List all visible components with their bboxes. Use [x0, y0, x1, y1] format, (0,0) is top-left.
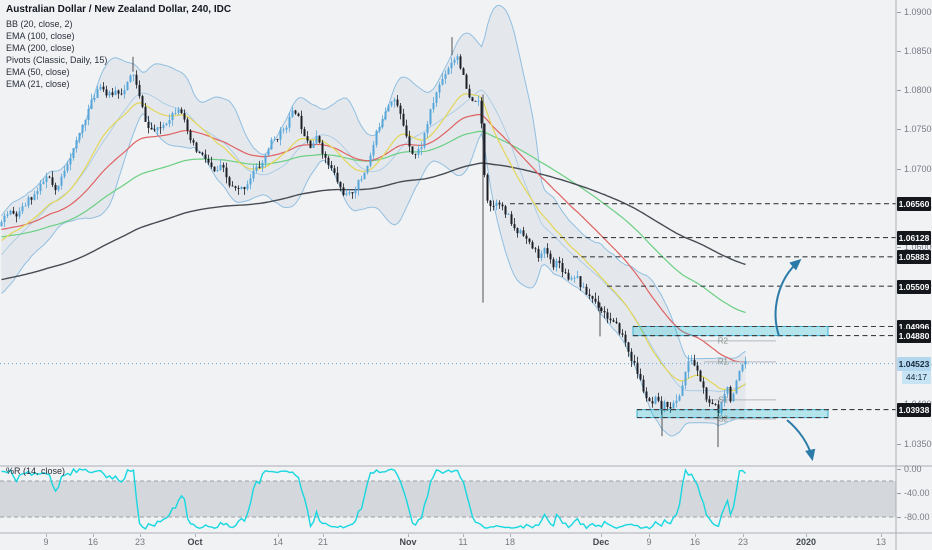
oscillator-tick-label: 0.00	[896, 464, 922, 474]
time-axis[interactable]: 9 16 23 Oct 14 21 Nov 11 18 Dec 9 16 23 2020 13	[0, 533, 932, 550]
time-tick	[195, 534, 196, 537]
time-tick	[881, 534, 882, 537]
price-tick-label: 1.07000	[896, 164, 932, 174]
time-tick	[140, 534, 141, 537]
price-level-label: 1.03938	[897, 403, 931, 418]
time-tick	[93, 534, 94, 537]
time-tick-label: 18	[504, 537, 515, 547]
price-tick-label: 1.08500	[896, 46, 932, 56]
supply-zone[interactable]	[632, 326, 829, 337]
down-arrow[interactable]	[786, 419, 816, 462]
price-tick-label: 1.06000	[896, 242, 932, 252]
time-tick-label: 13	[875, 537, 886, 547]
price-tick-label: 1.07500	[896, 124, 932, 134]
time-tick-label: 23	[737, 537, 748, 547]
time-tick-label: 9	[646, 537, 652, 547]
time-tick-label: 9	[43, 537, 49, 547]
pivot-label-S2: S2	[718, 414, 728, 423]
time-tick-label: 2020	[795, 537, 817, 547]
main-pane: R2 R1 S1 S2	[0, 4, 896, 462]
time-tick	[743, 534, 744, 537]
current-price-label: 1.04523	[897, 357, 931, 372]
time-tick-label: 21	[317, 537, 328, 547]
time-tick-label: Oct	[187, 537, 203, 547]
ema200-line	[1, 162, 746, 281]
time-tick-label: 23	[134, 537, 145, 547]
time-tick	[695, 534, 696, 537]
time-tick	[323, 534, 324, 537]
time-tick-label: Dec	[592, 537, 610, 547]
price-tick-label: 1.08000	[896, 85, 932, 95]
time-tick-label: 11	[458, 537, 468, 547]
time-tick-label: 14	[272, 537, 283, 547]
pivot-label-R1: R1	[718, 357, 729, 366]
time-tick	[649, 534, 650, 537]
bollinger-basis-line	[1, 89, 746, 393]
time-tick	[408, 534, 409, 537]
price-level-label: 1.06128	[897, 231, 931, 246]
price-level-label: 1.05509	[897, 279, 931, 294]
legend-indicator-ema21[interactable]: EMA (21, close)	[6, 79, 70, 89]
oscillator-band	[0, 481, 896, 517]
time-tick	[463, 534, 464, 537]
oscillator-legend[interactable]: %R (14, close)	[6, 466, 66, 476]
price-axis[interactable]: 1.09000 1.08500 1.08000 1.07500 1.07000 1.065…	[896, 0, 932, 533]
price-level-label: 1.04880	[897, 329, 931, 344]
oscillator-tick-label: -80.00	[896, 512, 930, 522]
legend-indicator-ema100[interactable]: EMA (100, close)	[6, 31, 75, 41]
bar-countdown: 44:17	[902, 370, 931, 384]
legend-indicator-pivots[interactable]: Pivots (Classic, Daily, 15)	[6, 55, 108, 65]
pivot-label-R2: R2	[718, 336, 729, 345]
price-tick-label: 1.09000	[896, 7, 932, 17]
pivot-label-S1: S1	[718, 395, 728, 404]
time-tick-label: 16	[87, 537, 98, 547]
oscillator-pane	[0, 467, 896, 530]
candles-layer	[0, 53, 747, 417]
up-arrow[interactable]	[774, 258, 802, 337]
bollinger-lower-line	[1, 113, 746, 437]
ema21-line	[1, 93, 746, 392]
legend-indicator-ema200[interactable]: EMA (200, close)	[6, 43, 75, 53]
time-tick-label: Nov	[399, 537, 417, 547]
time-tick-label: 16	[689, 537, 700, 547]
time-tick	[278, 534, 279, 537]
legend-indicator-ema50[interactable]: EMA (50, close)	[6, 67, 70, 77]
ema100-line	[1, 130, 746, 314]
main-legend: Australian Dollar / New Zealand Dollar, …	[6, 4, 231, 90]
legend-indicator-bb[interactable]: BB (20, close, 2)	[6, 19, 73, 29]
time-tick	[601, 534, 602, 537]
time-tick	[46, 534, 47, 537]
oscillator-tick-label: -40.00	[896, 488, 930, 498]
percent-r-line	[1, 467, 746, 530]
demand-zone[interactable]	[636, 409, 829, 419]
symbol-title[interactable]: Australian Dollar / New Zealand Dollar, …	[6, 4, 232, 15]
bollinger-fill	[1, 5, 746, 436]
price-level-label: 1.06560	[897, 197, 931, 212]
time-tick	[510, 534, 511, 537]
bollinger-upper-line	[1, 4, 746, 360]
price-level-label: 1.05883	[897, 250, 931, 265]
time-tick	[806, 534, 807, 537]
